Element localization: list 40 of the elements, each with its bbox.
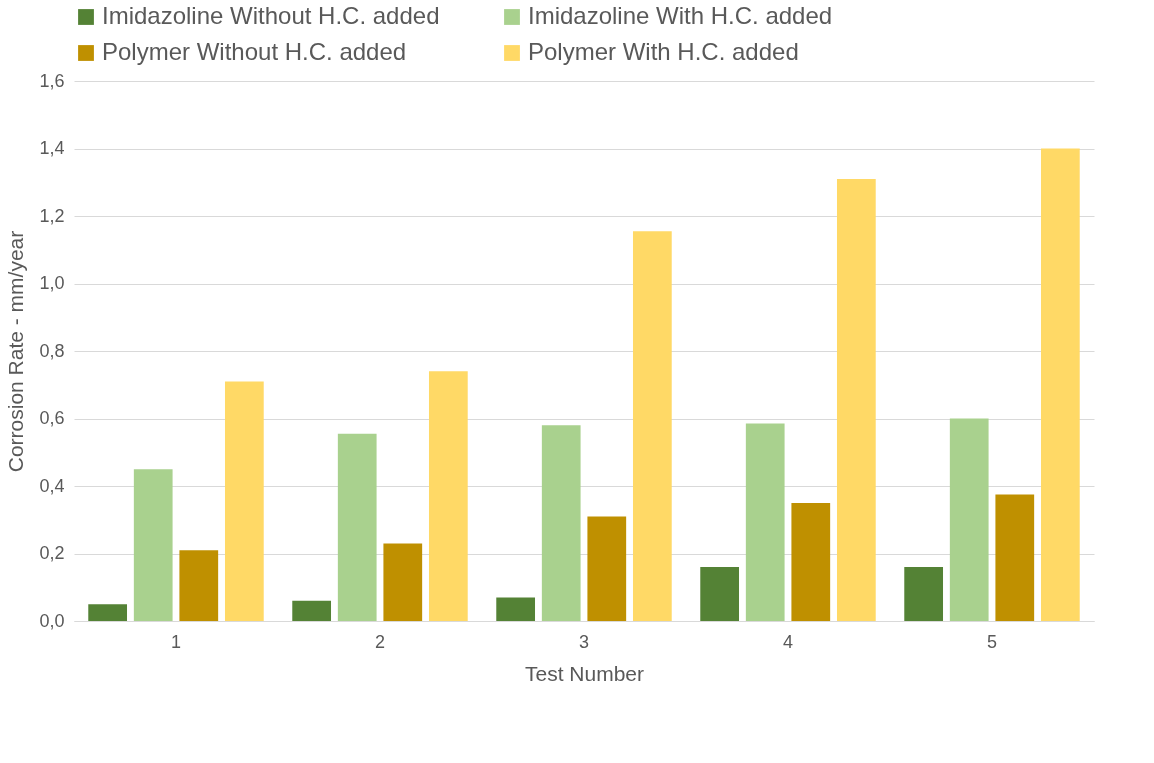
- bar: [745, 423, 785, 621]
- bar: [541, 425, 581, 621]
- bar: [791, 502, 831, 621]
- x-axis-title: Test Number: [524, 661, 645, 685]
- bar: [1040, 148, 1080, 621]
- bar: [836, 178, 876, 621]
- legend-label: Polymer Without H.C. added: [102, 38, 407, 65]
- y-tick-label: 0,6: [39, 408, 65, 428]
- x-tick-label: 2: [374, 631, 386, 652]
- bar: [496, 597, 536, 621]
- y-tick-label: 0,4: [39, 475, 65, 496]
- x-tick-label: 3: [578, 631, 590, 652]
- bar: [179, 550, 219, 621]
- legend-label: Imidazoline Without H.C. added: [102, 2, 440, 29]
- y-tick-label: 1,0: [39, 273, 65, 293]
- y-tick-label: 1,6: [39, 70, 65, 91]
- y-tick-label: 0,0: [39, 610, 65, 631]
- x-tick-label: 4: [782, 631, 794, 652]
- legend-label: Polymer With H.C. added: [528, 38, 799, 65]
- bar: [949, 418, 989, 621]
- y-tick-label: 1,2: [39, 205, 65, 226]
- bar: [904, 567, 944, 621]
- bar: [995, 494, 1035, 621]
- y-axis-title: Corrosion Rate - mm/year: [4, 230, 28, 473]
- bar: [632, 231, 672, 621]
- bar: [587, 516, 627, 621]
- y-tick-label: 1,4: [39, 138, 65, 158]
- legend-label: Imidazoline With H.C. added: [528, 2, 833, 29]
- x-tick-label: 1: [170, 631, 182, 652]
- bar: [88, 604, 128, 621]
- y-tick-label: 0,2: [39, 543, 65, 563]
- bar: [292, 600, 332, 621]
- bar: [700, 567, 740, 621]
- x-tick-label: 5: [986, 631, 998, 652]
- bar: [133, 469, 173, 621]
- bar: [428, 371, 468, 621]
- bar: [383, 543, 423, 621]
- y-tick-label: 0,8: [39, 340, 65, 361]
- bar: [224, 381, 264, 621]
- bar: [337, 433, 377, 621]
